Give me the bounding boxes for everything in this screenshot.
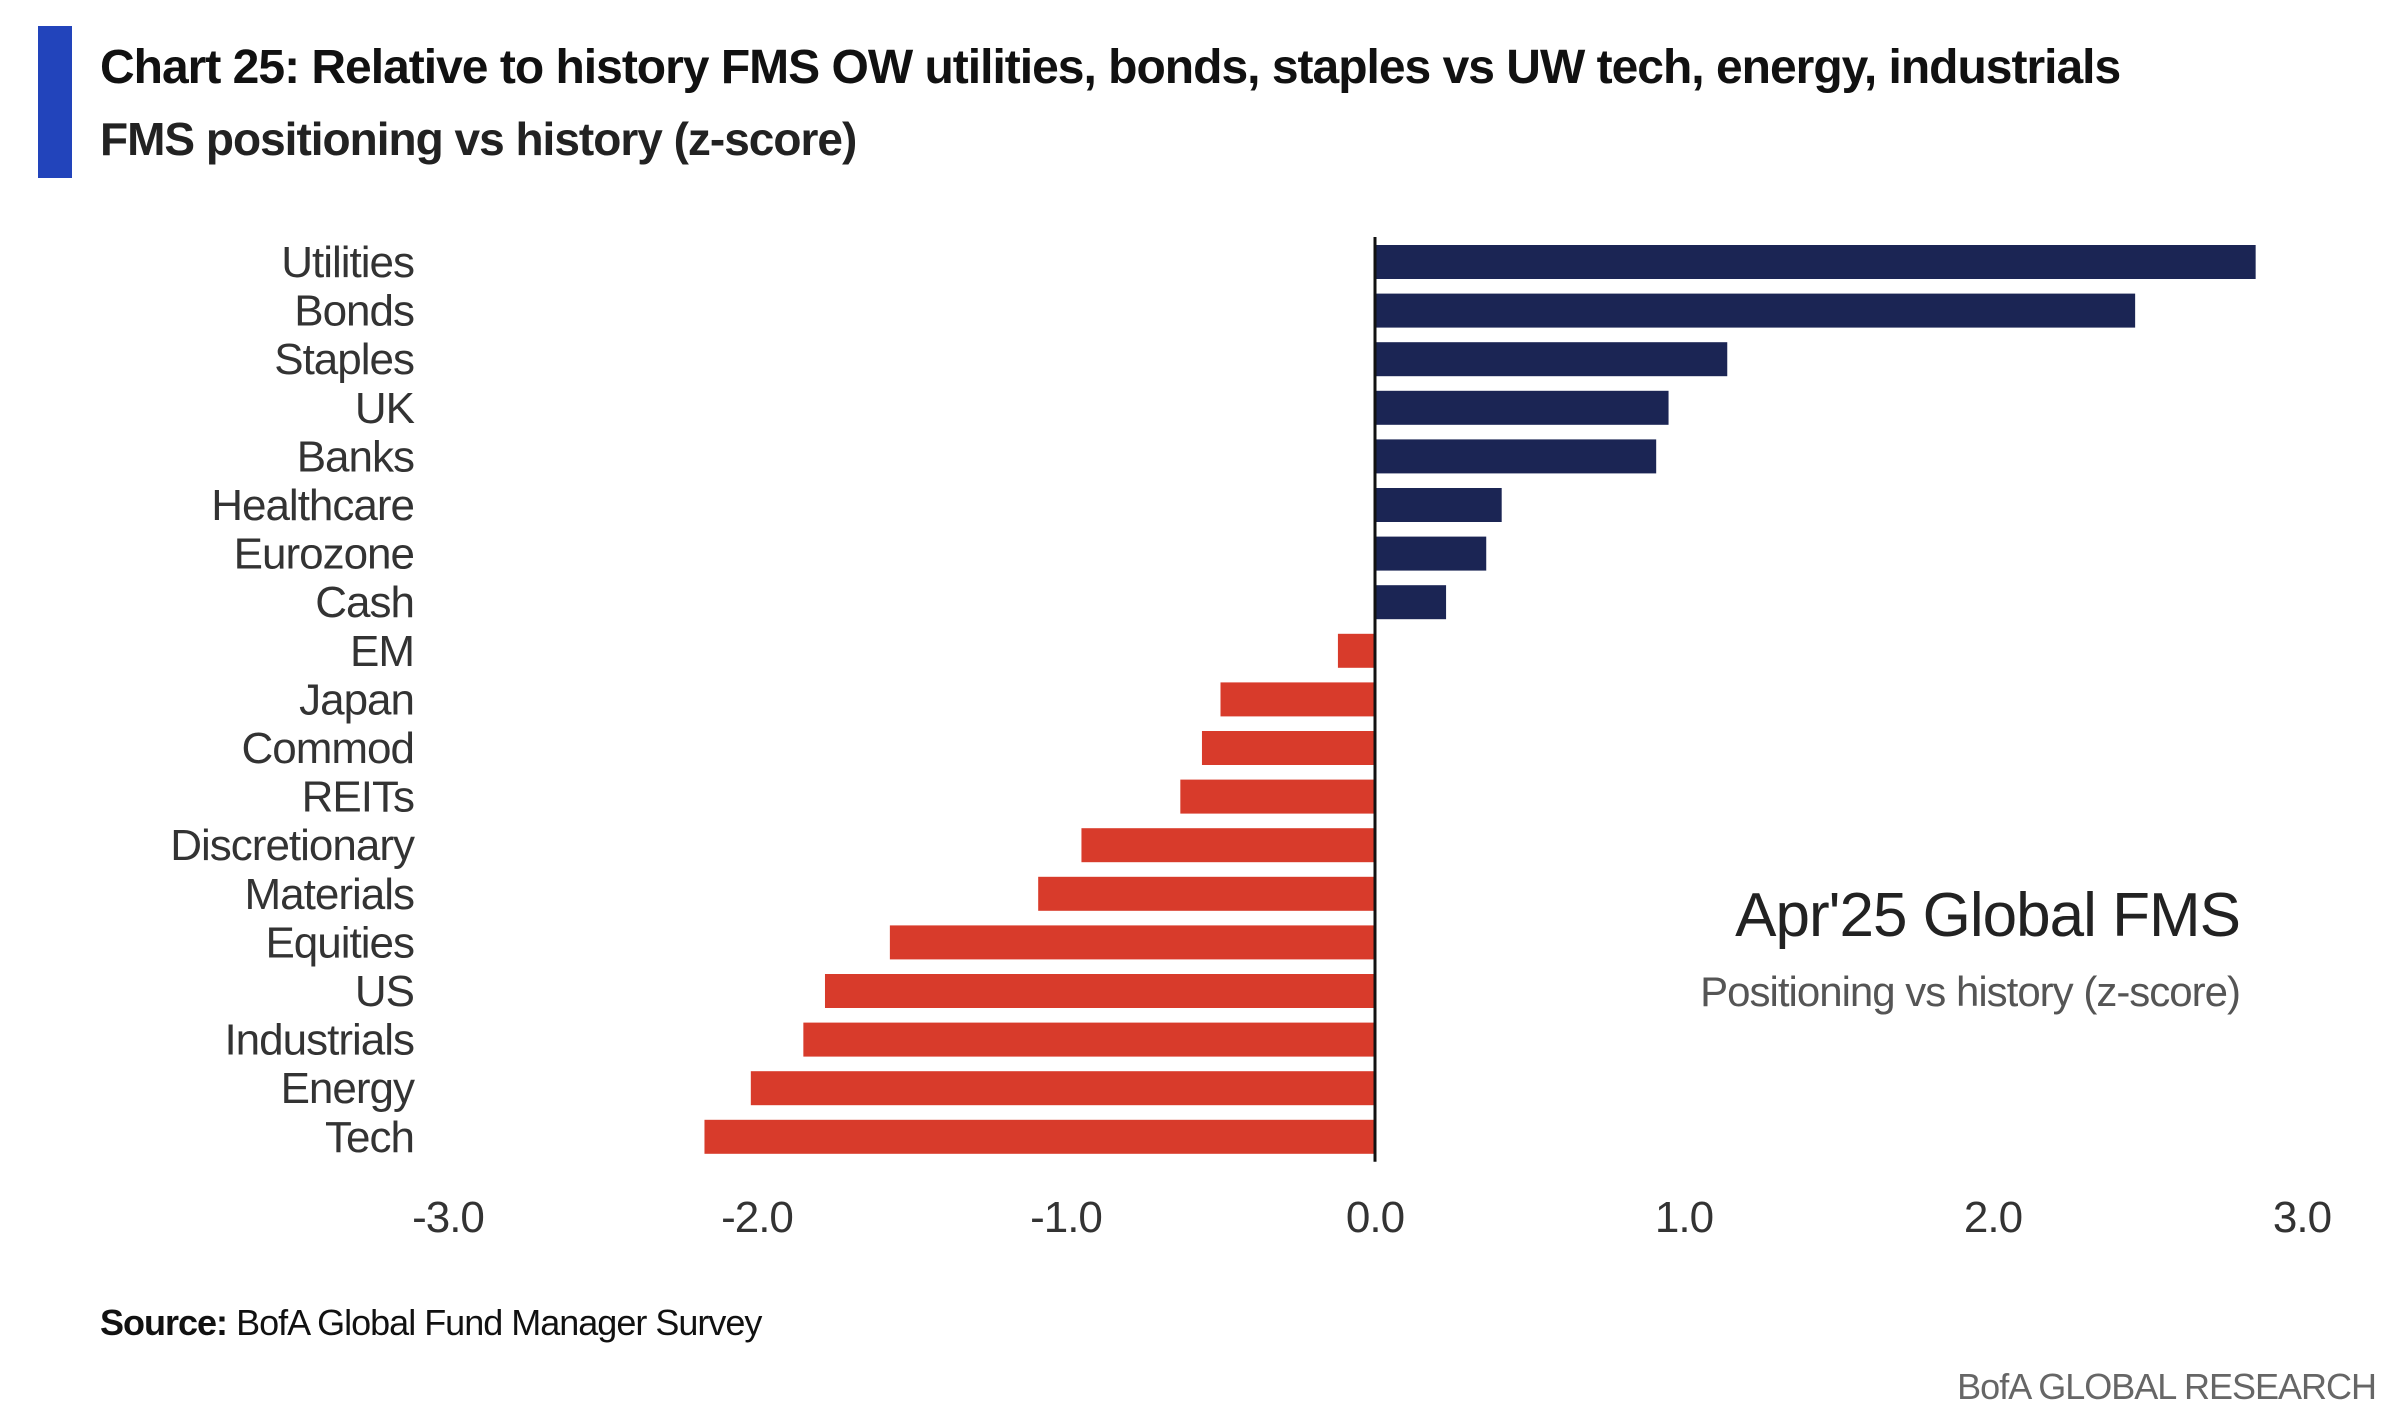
bar-bonds: [1375, 293, 2136, 328]
category-label: Materials: [245, 870, 415, 919]
bar-reits: [1180, 779, 1375, 814]
category-label: Discretionary: [170, 821, 415, 870]
category-label: Utilities: [281, 238, 414, 287]
category-label: EM: [350, 627, 414, 676]
bar-healthcare: [1375, 488, 1502, 522]
chart-subtitle: FMS positioning vs history (z-score): [100, 113, 857, 165]
bar-japan: [1220, 682, 1375, 717]
source-text: BofA Global Fund Manager Survey: [236, 1302, 762, 1343]
x-tick-label: -3.0: [412, 1193, 484, 1242]
category-label: Staples: [274, 335, 414, 384]
x-tick-label: 2.0: [1964, 1193, 2022, 1242]
annotation-subtitle: Positioning vs history (z-score): [1700, 968, 2240, 1015]
bar-cash: [1375, 585, 1447, 620]
category-label: Bonds: [294, 287, 414, 336]
bar-us: [824, 974, 1375, 1008]
category-label: Tech: [325, 1113, 414, 1162]
category-label: Japan: [299, 675, 414, 724]
category-label: Commod: [242, 724, 415, 773]
category-label: REITs: [302, 773, 414, 822]
bar-discretionary: [1081, 828, 1375, 863]
x-tick-label: 0.0: [1346, 1193, 1404, 1242]
x-tick-label: -1.0: [1030, 1193, 1102, 1242]
bar-industrials: [803, 1022, 1375, 1057]
category-label: UK: [355, 384, 415, 433]
category-label: Eurozone: [234, 530, 414, 579]
x-tick-label: 1.0: [1655, 1193, 1713, 1242]
x-tick-label: 3.0: [2273, 1193, 2331, 1242]
bar-utilities: [1375, 245, 2256, 279]
category-label: Cash: [315, 578, 414, 627]
category-label: Energy: [281, 1064, 415, 1113]
bar-energy: [750, 1071, 1375, 1106]
annotation-title: Apr'25 Global FMS: [1735, 881, 2240, 950]
bar-staples: [1375, 342, 1728, 377]
category-label: US: [355, 967, 414, 1016]
bar-chart: UtilitiesBondsStaplesUKBanksHealthcareEu…: [170, 237, 2332, 1242]
bar-equities: [889, 925, 1375, 960]
bar-uk: [1375, 390, 1669, 425]
title-accent-bar: [38, 26, 72, 178]
category-label: Industrials: [224, 1016, 414, 1065]
source-label: Source:: [100, 1302, 228, 1343]
bar-tech: [704, 1119, 1375, 1154]
category-label: Healthcare: [211, 481, 414, 530]
chart-title: Chart 25: Relative to history FMS OW uti…: [100, 41, 2121, 94]
brand-logo-text: BofA GLOBAL RESEARCH: [1957, 1366, 2377, 1407]
bar-eurozone: [1375, 536, 1487, 571]
bar-banks: [1375, 439, 1657, 474]
category-label: Equities: [265, 918, 414, 967]
source-note: Source: BofA Global Fund Manager Survey: [100, 1302, 762, 1344]
bar-em: [1337, 633, 1375, 668]
category-label: Banks: [297, 432, 414, 481]
bar-commod: [1201, 731, 1375, 765]
bar-materials: [1038, 876, 1375, 911]
x-tick-label: -2.0: [721, 1193, 793, 1242]
